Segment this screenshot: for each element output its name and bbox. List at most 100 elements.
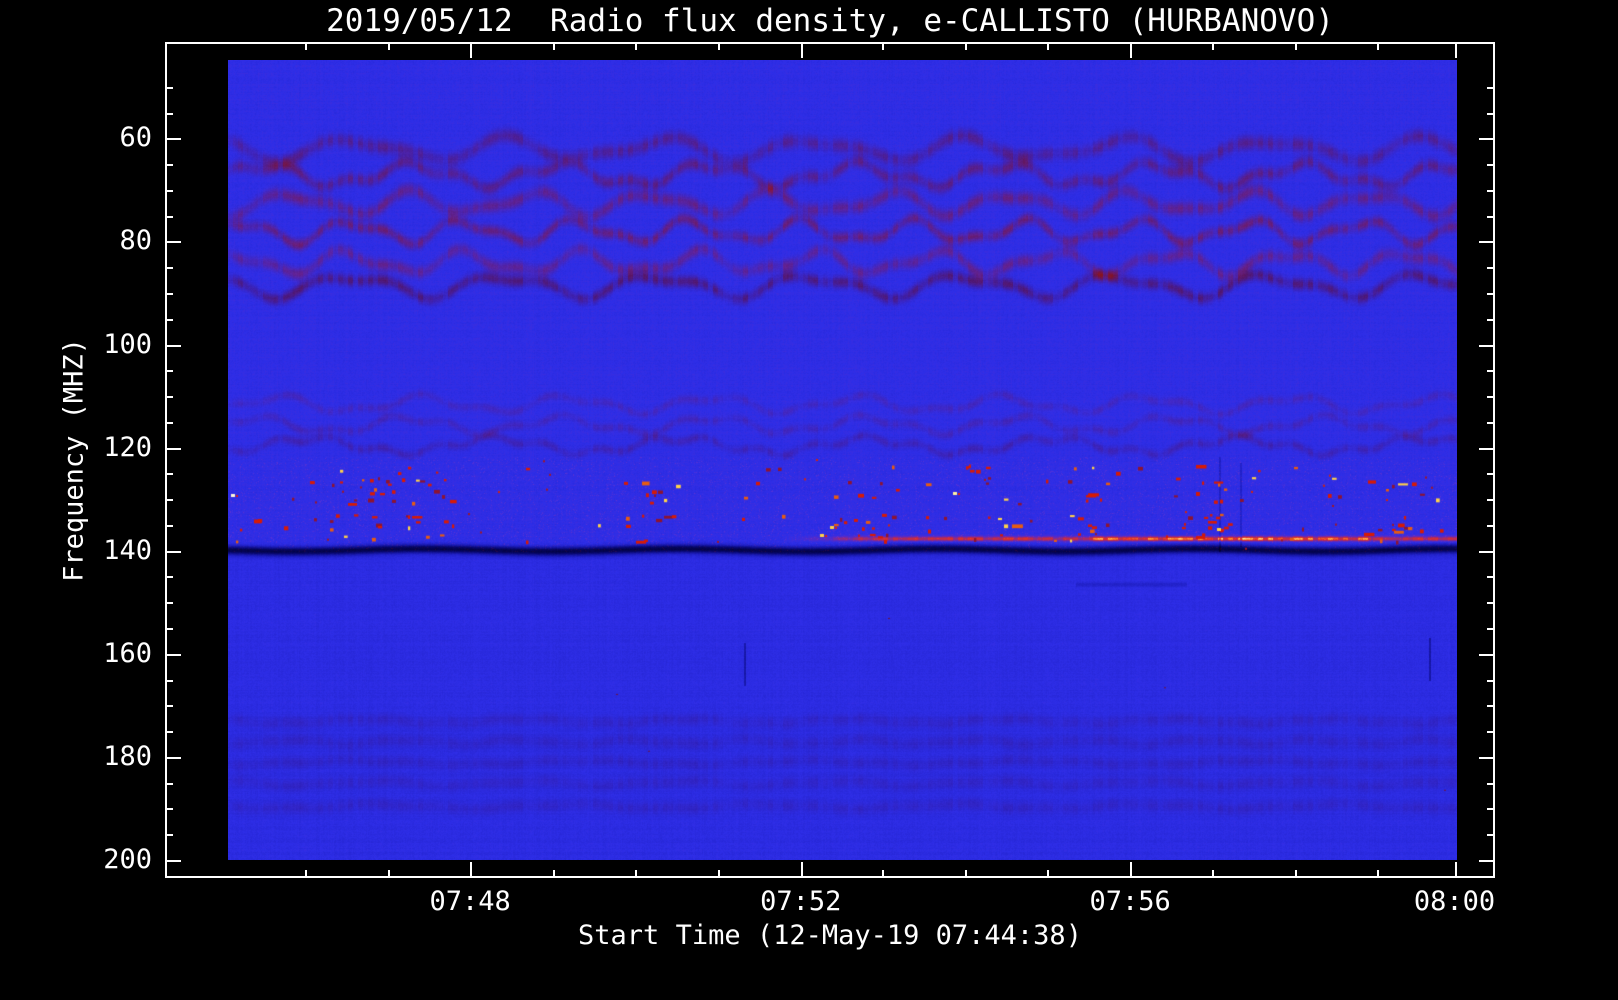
axis-tick [165, 705, 173, 708]
axis-tick [165, 318, 173, 321]
y-tick-label: 100 [103, 328, 152, 360]
axis-tick [1454, 42, 1457, 58]
axis-tick [1479, 550, 1495, 553]
axis-tick [1454, 862, 1457, 878]
axis-tick [717, 42, 720, 50]
x-tick-label: 07:56 [1089, 886, 1171, 917]
axis-tick [1047, 870, 1050, 878]
axis-tick [165, 653, 181, 656]
axis-tick [165, 370, 173, 373]
axis-tick [165, 473, 173, 476]
axis-tick [1212, 870, 1215, 878]
axis-tick [1487, 86, 1495, 89]
axis-tick [165, 292, 173, 295]
axis-tick [1377, 42, 1380, 50]
axis-tick [165, 756, 181, 759]
axis-tick [635, 42, 638, 50]
axis-tick [717, 870, 720, 878]
y-tick-label: 120 [103, 431, 152, 463]
y-tick-label: 200 [103, 844, 152, 875]
axis-tick [1130, 42, 1133, 58]
plot-frame [165, 42, 1495, 878]
axis-tick [1487, 215, 1495, 218]
axis-tick [1047, 42, 1050, 50]
axis-tick [1479, 860, 1495, 862]
axis-tick [165, 189, 173, 192]
axis-tick [964, 42, 967, 50]
axis-tick [964, 870, 967, 878]
axis-tick [165, 112, 173, 115]
axis-tick [165, 602, 173, 605]
axis-tick [387, 42, 390, 50]
axis-tick [1212, 42, 1215, 50]
axis-tick [165, 241, 181, 244]
axis-tick [165, 447, 181, 450]
axis-tick [165, 576, 173, 579]
axis-tick [165, 834, 173, 837]
axis-ticks-layer [165, 42, 1495, 878]
axis-tick [1487, 731, 1495, 734]
y-tick-label: 180 [103, 740, 152, 772]
axis-tick [882, 870, 885, 878]
axis-tick [1487, 292, 1495, 295]
axis-tick [1479, 447, 1495, 450]
spectrogram-image [228, 60, 1457, 860]
axis-tick [1487, 112, 1495, 115]
axis-tick [165, 164, 173, 167]
axis-tick [165, 628, 173, 631]
axis-tick [1487, 808, 1495, 811]
axis-tick [1377, 870, 1380, 878]
y-tick-label: 60 [119, 122, 152, 154]
axis-tick [1487, 834, 1495, 837]
axis-tick [1487, 164, 1495, 167]
axis-tick [1487, 189, 1495, 192]
axis-tick [800, 42, 803, 58]
x-axis-label: Start Time (12-May-19 07:44:38) [578, 920, 1082, 951]
axis-tick [1487, 318, 1495, 321]
axis-tick [1487, 576, 1495, 579]
axis-tick [165, 679, 173, 682]
axis-tick [165, 138, 181, 141]
axis-tick [387, 870, 390, 878]
axis-tick [1487, 396, 1495, 399]
y-tick-label: 160 [103, 637, 152, 669]
axis-tick [1487, 499, 1495, 502]
axis-tick [165, 86, 173, 89]
axis-tick [1479, 756, 1495, 759]
x-tick-label: 07:48 [429, 886, 511, 917]
y-tick-label: 140 [103, 534, 152, 566]
axis-tick [1479, 653, 1495, 656]
axis-tick [305, 870, 308, 878]
axis-tick [1487, 473, 1495, 476]
axis-tick [165, 550, 181, 553]
x-tick-label: 07:52 [760, 886, 842, 917]
axis-tick [470, 862, 473, 878]
y-tick-label: 80 [119, 225, 152, 257]
axis-tick [165, 524, 173, 527]
x-tick-label: 08:00 [1413, 886, 1496, 917]
axis-tick [1479, 344, 1495, 347]
axis-tick [1487, 267, 1495, 270]
axis-tick [165, 267, 173, 270]
axis-tick [552, 42, 555, 50]
axis-tick [165, 808, 173, 811]
axis-tick [165, 731, 173, 734]
axis-tick [470, 42, 473, 58]
axis-tick [305, 42, 308, 50]
axis-tick [165, 344, 181, 347]
axis-tick [1487, 705, 1495, 708]
axis-tick [165, 860, 181, 862]
axis-tick [1487, 679, 1495, 682]
axis-tick [1487, 602, 1495, 605]
axis-tick [1479, 241, 1495, 244]
axis-tick [165, 421, 173, 424]
axis-tick [165, 499, 173, 502]
axis-tick [1294, 42, 1297, 50]
axis-tick [552, 870, 555, 878]
axis-tick [1487, 421, 1495, 424]
axis-tick [165, 396, 173, 399]
axis-tick [165, 215, 173, 218]
axis-tick [800, 862, 803, 878]
axis-tick [1487, 370, 1495, 373]
